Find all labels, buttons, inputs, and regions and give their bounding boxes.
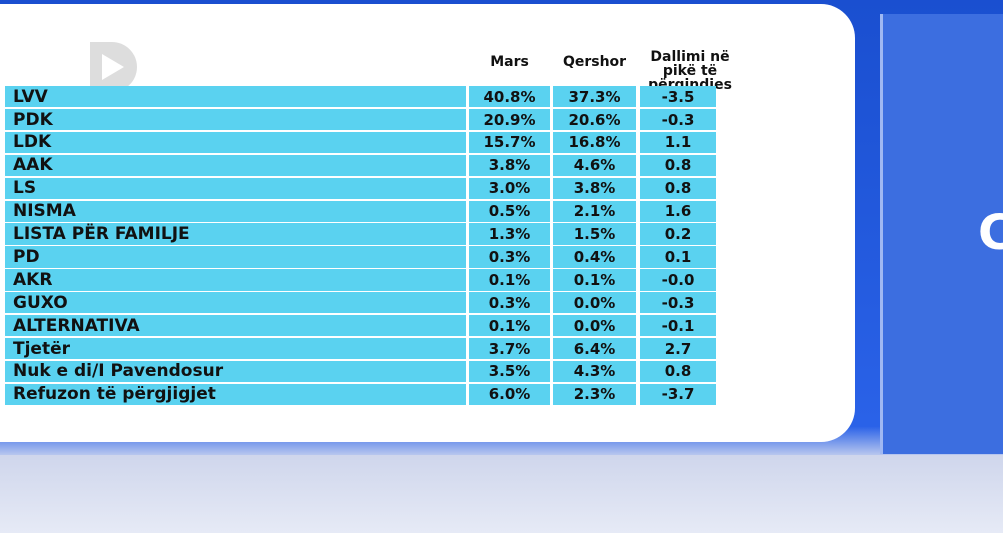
column-header: Mars [490, 54, 529, 70]
value-cell: 20.9% [469, 108, 550, 131]
value-cell: 16.8% [553, 131, 636, 154]
value-cell: 0.5% [469, 200, 550, 222]
value-cell: 0.4% [553, 246, 636, 268]
row-label: GUXO [5, 292, 466, 314]
value-cell: 1.6 [640, 200, 716, 222]
column-header: Qershor [562, 54, 627, 70]
row-label: LISTA PËR FAMILJE [5, 223, 466, 245]
value-cell: 6.4% [553, 337, 636, 360]
row-label: NISMA [5, 200, 466, 222]
row-label: LDK [5, 131, 466, 154]
value-cell: 3.5% [469, 360, 550, 383]
value-cell: 3.8% [553, 177, 636, 199]
row-label: LVV [5, 86, 466, 108]
value-cell: 4.6% [553, 154, 636, 177]
value-cell: -0.0 [640, 269, 716, 291]
row-label: ALTERNATIVA [5, 315, 466, 337]
value-cell: 1.3% [469, 223, 550, 245]
value-cell: -0.3 [640, 292, 716, 314]
row-label: LS [5, 177, 466, 199]
floor [0, 455, 1003, 533]
row-label: Tjetër [5, 337, 466, 360]
value-cell: -3.7 [640, 383, 716, 406]
value-cell: 1.5% [553, 223, 636, 245]
row-label: PD [5, 246, 466, 268]
value-cell: 0.2 [640, 223, 716, 245]
logo [90, 42, 137, 92]
row-label: Nuk e di/I Pavendosur [5, 360, 466, 383]
row-label: PDK [5, 108, 466, 131]
value-cell: 2.3% [553, 383, 636, 406]
value-cell: 2.1% [553, 200, 636, 222]
value-cell: 0.8 [640, 360, 716, 383]
value-cell: 1.1 [640, 131, 716, 154]
side-letter: C [978, 205, 1003, 261]
value-cell: 2.7 [640, 337, 716, 360]
side-panel [880, 14, 1003, 454]
value-cell: 6.0% [469, 383, 550, 406]
value-cell: 3.7% [469, 337, 550, 360]
value-cell: 3.8% [469, 154, 550, 177]
value-cell: -0.3 [640, 108, 716, 131]
row-label: Refuzon të përgjigjet [5, 383, 466, 406]
value-cell: 15.7% [469, 131, 550, 154]
value-cell: 0.1% [469, 269, 550, 291]
value-cell: 0.0% [553, 315, 636, 337]
value-cell: 0.8 [640, 154, 716, 177]
row-label: AKR [5, 269, 466, 291]
value-cell: 0.1% [553, 269, 636, 291]
value-cell: 40.8% [469, 86, 550, 108]
value-cell: 20.6% [553, 108, 636, 131]
value-cell: -0.1 [640, 315, 716, 337]
value-cell: 0.8 [640, 177, 716, 199]
value-cell: 0.1 [640, 246, 716, 268]
row-label: AAK [5, 154, 466, 177]
value-cell: 3.0% [469, 177, 550, 199]
value-cell: 0.3% [469, 292, 550, 314]
value-cell: 0.1% [469, 315, 550, 337]
value-cell: 37.3% [553, 86, 636, 108]
value-cell: 4.3% [553, 360, 636, 383]
value-cell: 0.0% [553, 292, 636, 314]
value-cell: 0.3% [469, 246, 550, 268]
value-cell: -3.5 [640, 86, 716, 108]
